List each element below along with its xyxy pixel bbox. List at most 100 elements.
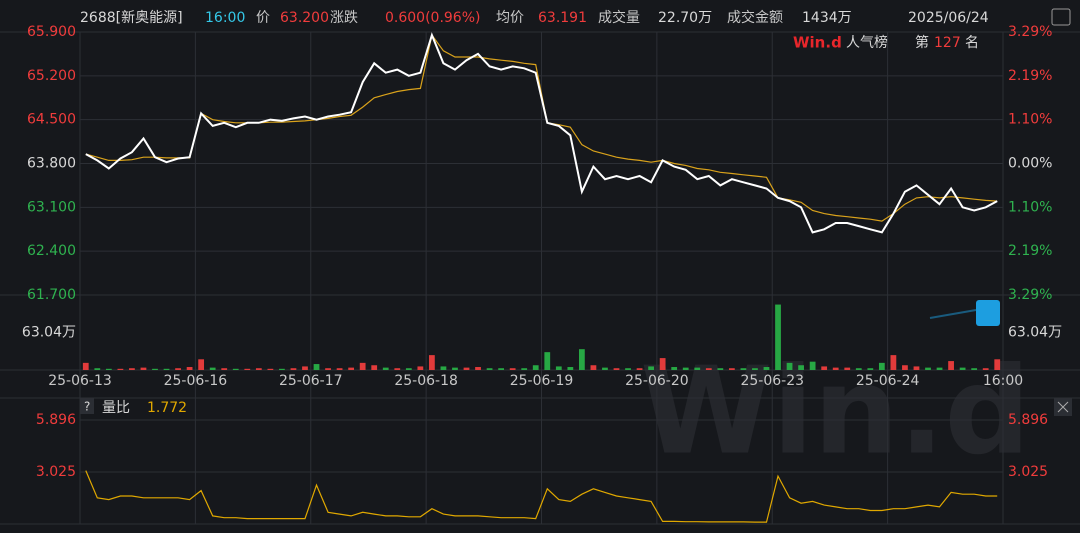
avg: 63.191 — [538, 10, 587, 26]
x-tick-label: 25-06-24 — [856, 373, 920, 389]
help-box[interactable] — [80, 398, 94, 414]
volume-bar — [705, 368, 712, 370]
volume-bar — [555, 366, 562, 370]
volume-bar — [613, 368, 620, 370]
rank-value: 127 — [934, 35, 961, 51]
volume-bar — [521, 368, 528, 370]
volume-bar — [232, 368, 239, 370]
x-tick-label: 25-06-13 — [48, 373, 112, 389]
volume-bar — [994, 359, 1001, 370]
volume-bar — [463, 367, 470, 370]
line — [85, 32, 998, 234]
cube-icon[interactable] — [976, 300, 1000, 326]
volume-bar — [602, 367, 608, 370]
volume-bar — [936, 367, 943, 370]
volume-bar — [728, 368, 735, 370]
volume-bar — [544, 352, 551, 370]
volume-bar — [959, 367, 966, 370]
volume-bar — [129, 368, 135, 370]
avg-label: 均价 — [496, 10, 524, 26]
volume-bar — [982, 368, 989, 370]
x-tick-label: 25-06-20 — [625, 373, 689, 389]
x-tick-label: 25-06-16 — [164, 373, 228, 389]
volume-bar — [140, 367, 147, 370]
ratio-value: 1.772 — [147, 400, 187, 416]
volume-bar — [244, 368, 251, 370]
cube-trail — [929, 309, 977, 319]
rank-brand: Win.d — [793, 34, 842, 52]
volume-bar — [890, 355, 897, 370]
x-tick-label: 16:00 — [983, 373, 1023, 389]
volume-bar — [682, 367, 689, 370]
ratio-label: 量比 — [102, 400, 130, 416]
volume-bar — [625, 368, 631, 370]
volume-bar — [394, 368, 401, 370]
volume-bar — [902, 365, 908, 370]
volume-bar — [117, 368, 124, 370]
y-tick-label: 63.100 — [27, 199, 76, 215]
volume-bar — [186, 367, 193, 370]
y-tick-label: 3.025 — [36, 464, 76, 480]
volume-bar — [832, 367, 839, 370]
stock-code: 2688[新奥能源] — [80, 9, 183, 26]
volume-bar — [925, 367, 931, 370]
y2-tick-label: 3.29% — [1008, 24, 1052, 40]
volume-bar — [648, 366, 654, 370]
volume-bar — [532, 365, 539, 370]
volume-bar — [429, 355, 435, 370]
volume-bar — [821, 366, 828, 370]
volume-bar — [267, 368, 274, 370]
y-tick-label: 61.700 — [27, 287, 76, 303]
y2-tick-label: 2.19% — [1008, 68, 1052, 84]
y2-tick-label: 0.00% — [1008, 156, 1052, 172]
watermark: Win.d — [640, 343, 1030, 482]
change: 0.600(0.96%) — [385, 10, 480, 26]
rank-suffix: 名 — [965, 35, 979, 51]
x-tick-label: 25-06-18 — [394, 373, 458, 389]
volume-bar — [878, 362, 885, 370]
volume-bar — [336, 368, 343, 370]
volume-bar — [359, 362, 366, 370]
volume-bar — [198, 359, 205, 370]
volume-bar — [82, 362, 89, 370]
y2-tick-label: 2.19% — [1008, 243, 1052, 259]
volume-bar — [302, 366, 308, 370]
y2-tick-label: 1.10% — [1008, 199, 1052, 215]
y-tick-label: 63.800 — [27, 156, 76, 172]
volume-bar — [279, 368, 285, 370]
amount-label: 成交金额 — [727, 9, 783, 26]
volume-bar — [152, 368, 158, 370]
volume-bar — [590, 365, 597, 370]
volume-label: 成交量 — [598, 9, 640, 26]
line — [85, 470, 998, 523]
y-tick-label: 63.04万 — [22, 325, 76, 341]
volume-bar — [740, 368, 747, 370]
volume-bar — [578, 349, 585, 370]
volume-bar — [371, 365, 378, 370]
volume-bar — [486, 368, 493, 370]
price: 63.200 — [280, 10, 329, 26]
wp-icon[interactable] — [1051, 8, 1071, 26]
volume-bar — [175, 368, 181, 370]
volume-bar — [855, 368, 862, 370]
y2-tick-label: 1.10% — [1008, 112, 1052, 128]
volume-bar — [913, 366, 920, 370]
volume-bar — [405, 368, 412, 370]
volume-bar — [509, 368, 516, 370]
volume-bar — [209, 367, 216, 370]
rank-prefix: 第 — [915, 34, 929, 51]
x-tick-label: 25-06-19 — [510, 373, 574, 389]
y-tick-label: 64.500 — [27, 112, 76, 128]
amount: 1434万 — [802, 10, 852, 26]
volume-bar — [221, 368, 228, 370]
volume-bar — [452, 367, 458, 370]
help[interactable]: ? — [84, 400, 90, 414]
volume-bar — [94, 368, 101, 370]
volume-bar — [659, 358, 666, 370]
volume-bar — [417, 366, 424, 370]
close-icon — [1057, 401, 1069, 413]
volume-bar — [382, 367, 389, 370]
volume-bar — [752, 368, 758, 370]
volume-bar — [775, 304, 781, 370]
